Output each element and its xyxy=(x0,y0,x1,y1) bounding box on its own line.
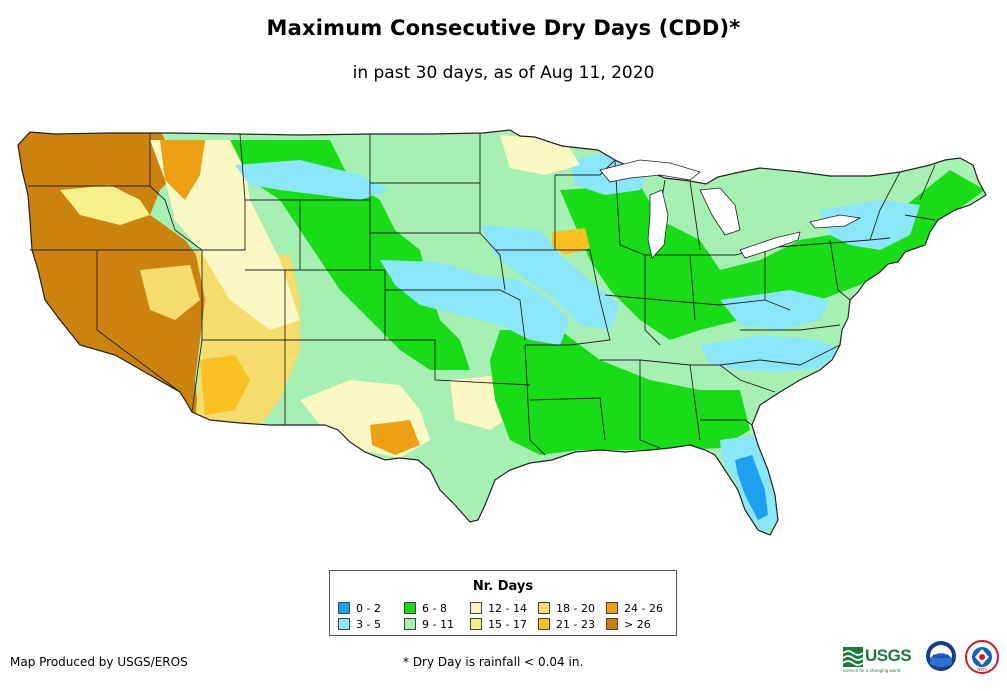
legend: Nr. Days 0 - 2 3 - 5 6 - 8 9 - 11 12 - 1… xyxy=(329,570,677,636)
region-iowa-21-23 xyxy=(552,228,590,255)
lake-erie xyxy=(739,231,801,259)
region-central-plains-3-5 xyxy=(380,260,570,345)
cdd-class-regions xyxy=(18,130,985,535)
lake-superior xyxy=(599,159,701,183)
region-midwest-6-8 xyxy=(560,170,985,340)
lake-michigan xyxy=(647,189,669,259)
map-credit: Map Produced by USGS/EROS xyxy=(10,655,188,669)
usgs-wave-icon xyxy=(843,647,863,667)
legend-item-18-20: 18 - 20 xyxy=(538,602,595,615)
legend-item-9-11: 9 - 11 xyxy=(404,618,454,631)
legend-item-15-17: 15 - 17 xyxy=(470,618,527,631)
usgs-tagline: science for a changing world xyxy=(843,668,901,673)
legend-swatch xyxy=(538,618,550,630)
region-nevada-18-20 xyxy=(140,265,200,320)
legend-swatch xyxy=(470,618,482,630)
region-upper-midwest-3-5 xyxy=(480,225,620,330)
region-south-central-6-8 xyxy=(490,330,750,455)
nws-logo-icon: NWS xyxy=(965,640,999,674)
legend-swatch xyxy=(404,618,416,630)
region-west-coast-gt26 xyxy=(18,130,205,430)
dry-day-footnote: * Dry Day is rainfall < 0.04 in. xyxy=(403,655,584,669)
map-subtitle: in past 30 days, as of Aug 11, 2020 xyxy=(352,63,655,83)
legend-label: 6 - 8 xyxy=(422,602,447,615)
state-borders xyxy=(17,129,987,536)
legend-label: 0 - 2 xyxy=(356,602,381,615)
legend-item-6-8: 6 - 8 xyxy=(404,602,447,615)
legend-swatch xyxy=(606,602,618,614)
region-idaho-24-26 xyxy=(160,140,205,200)
usgs-logo: USGS science for a changing world xyxy=(843,644,919,674)
legend-label: > 26 xyxy=(624,618,651,631)
noaa-logo-icon: noaa xyxy=(926,641,956,671)
legend-label: 3 - 5 xyxy=(356,618,381,631)
legend-label: 21 - 23 xyxy=(556,618,595,631)
region-ohio-valley-3-5 xyxy=(720,290,830,330)
legend-swatch xyxy=(404,602,416,614)
legend-item-24-26: 24 - 26 xyxy=(606,602,663,615)
us-cdd-map xyxy=(17,129,987,536)
lake-ontario xyxy=(809,214,862,229)
legend-item-gt-26: > 26 xyxy=(606,618,651,631)
region-northeast-3-5 xyxy=(820,200,920,250)
legend-swatch xyxy=(338,618,350,630)
region-west-texas-21-23 xyxy=(370,420,420,455)
legend-item-21-23: 21 - 23 xyxy=(538,618,595,631)
legend-label: 15 - 17 xyxy=(488,618,527,631)
legend-item-3-5: 3 - 5 xyxy=(338,618,381,631)
region-great-basin-15-17 xyxy=(60,185,150,225)
great-lakes xyxy=(599,159,862,259)
legend-swatch xyxy=(338,602,350,614)
legend-label: 9 - 11 xyxy=(422,618,454,631)
legend-label: 12 - 14 xyxy=(488,602,527,615)
region-southwest-21-23 xyxy=(200,355,250,415)
noaa-wordmark: noaa xyxy=(933,653,950,660)
legend-item-0-2: 0 - 2 xyxy=(338,602,381,615)
agency-logos: USGS science for a changing world noaa N… xyxy=(843,640,1003,680)
legend-swatch xyxy=(606,618,618,630)
legend-item-12-14: 12 - 14 xyxy=(470,602,527,615)
legend-title: Nr. Days xyxy=(472,579,534,594)
legend-label: 24 - 26 xyxy=(624,602,663,615)
legend-label: 18 - 20 xyxy=(556,602,595,615)
lake-huron xyxy=(699,187,741,236)
region-texas-gulf-9-11 xyxy=(430,450,500,515)
region-northern-plains-3-5 xyxy=(235,160,390,200)
region-plains-6-8 xyxy=(230,140,470,370)
region-florida-0-2 xyxy=(735,455,768,520)
legend-swatch xyxy=(470,602,482,614)
usgs-wordmark: USGS xyxy=(865,646,912,665)
map-title: Maximum Consecutive Dry Days (CDD)* xyxy=(266,16,741,40)
nws-wordmark: NWS xyxy=(977,667,987,672)
legend-swatch xyxy=(538,602,550,614)
